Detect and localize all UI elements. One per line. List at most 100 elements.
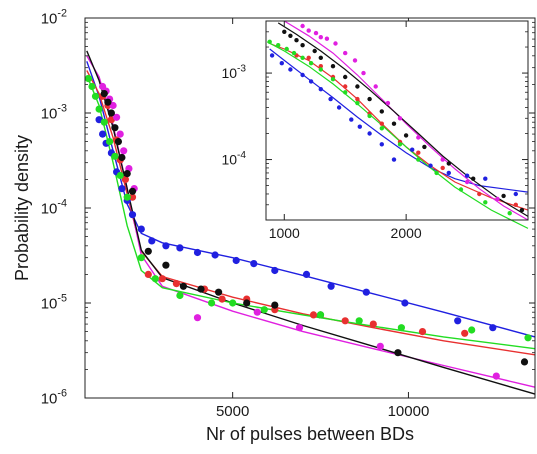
main-data-point [120, 147, 128, 155]
inset-data-point [416, 135, 421, 140]
inset-data-point [282, 29, 287, 34]
main-data-point [104, 98, 112, 106]
main-y-tick-label: 10-5 [41, 293, 67, 313]
main-x-tick-label: 10000 [388, 403, 430, 420]
main-data-point [116, 171, 124, 180]
main-data-point [468, 326, 476, 334]
inset-data-point [397, 142, 403, 147]
inset-data-point [391, 157, 397, 162]
main-data-point [128, 187, 137, 195]
main-data-point [193, 314, 202, 322]
inset-data-point [446, 161, 451, 166]
inset-data-point [318, 87, 323, 92]
inset-fit-line-0 [269, 48, 529, 193]
main-data-point [111, 152, 119, 160]
main-data-point [151, 275, 159, 283]
inset-data-point [416, 157, 421, 162]
inset-data-point [330, 63, 336, 69]
main-data-point [520, 358, 529, 366]
inset-data-point [367, 96, 372, 102]
main-data-point [418, 328, 427, 336]
main-data-point [376, 342, 384, 350]
main-plot: 5000 10000 10-6 10-5 10-4 10-3 10-2 Nr of puls… [12, 8, 536, 444]
main-y-tick-label: 10-3 [41, 103, 67, 123]
main-data-point [461, 329, 469, 337]
main-data-point [144, 247, 152, 255]
inset-axis-ticks: 1000 2000 10-4 10-3 [221, 21, 528, 241]
inset-data-point [343, 90, 348, 95]
main-y-tick-label: 10-2 [41, 8, 67, 28]
inset-data-point [410, 147, 415, 152]
main-data-point [158, 275, 166, 283]
inset-data-point [446, 170, 451, 176]
inset-y-tick-label: 10-3 [221, 64, 246, 81]
inset-data-point [513, 191, 518, 197]
main-data-point [341, 317, 349, 325]
main-data-point [211, 251, 219, 259]
main-data-point [197, 285, 205, 293]
main-data-point [128, 211, 137, 219]
main-data-point [454, 317, 462, 325]
inset-data-point [434, 170, 439, 176]
main-data-point [179, 282, 187, 290]
inset-data-point [355, 100, 360, 106]
main-data-point [114, 138, 122, 146]
main-data-point [137, 225, 145, 233]
inset-data-point [519, 207, 525, 213]
inset-data-point [367, 113, 372, 119]
main-data-point [123, 193, 131, 201]
inset-data-point [284, 46, 289, 52]
main-data-point [100, 90, 108, 98]
main-data-point [109, 101, 117, 110]
inset-data-point [349, 117, 354, 122]
inset-data-point [300, 55, 305, 60]
inset-data-point [324, 36, 330, 41]
main-data-point [113, 113, 121, 121]
inset-data-point [343, 74, 348, 80]
main-data-point [243, 299, 251, 307]
inset-data-point [428, 163, 433, 168]
main-axis-ticks: 5000 10000 10-6 10-5 10-4 10-3 10-2 [41, 8, 535, 420]
main-data-point [271, 266, 279, 275]
main-data-point [137, 254, 145, 262]
inset-data-point [288, 33, 293, 38]
main-data-point [250, 260, 258, 268]
main-data-point [123, 170, 131, 178]
inset-data-point [357, 124, 362, 129]
inset-data-point [477, 191, 482, 197]
main-data-point [148, 237, 156, 245]
main-data-point [193, 248, 202, 257]
inset-data-point [361, 70, 366, 76]
main-data-point [253, 308, 261, 316]
inset-data-point [300, 72, 305, 78]
main-data-point [106, 138, 114, 146]
inset-data-point [300, 43, 305, 48]
inset-fit-line-2 [283, 20, 529, 221]
inset-data-point [416, 150, 421, 155]
inset-plot-frame [265, 20, 529, 221]
inset-data-point [483, 176, 488, 181]
inset-data-point [333, 41, 338, 46]
main-data-point [118, 153, 126, 162]
inset-data-point [513, 202, 518, 207]
inset-plot: 1000 2000 10-4 10-3 [221, 20, 529, 241]
main-data-point [176, 291, 184, 300]
inset-data-point [328, 96, 333, 102]
main-data-point [355, 317, 363, 325]
inset-data-point [312, 48, 317, 54]
main-data-point [176, 244, 184, 252]
main-data-point [116, 130, 124, 138]
inset-x-tick-label: 1000 [269, 225, 300, 241]
inset-data-point [300, 23, 305, 29]
inset-data-point [336, 105, 342, 110]
main-data-point [316, 311, 325, 319]
inset-x-tick-label: 2000 [391, 225, 422, 241]
main-data-point [121, 175, 129, 183]
inset-data-point [318, 35, 323, 40]
inset-data-point [343, 84, 348, 89]
main-data-point [524, 334, 532, 342]
inset-data-point [313, 30, 319, 36]
main-data-point [118, 185, 126, 193]
main-data-point [489, 324, 497, 332]
inset-data-point [267, 39, 272, 44]
